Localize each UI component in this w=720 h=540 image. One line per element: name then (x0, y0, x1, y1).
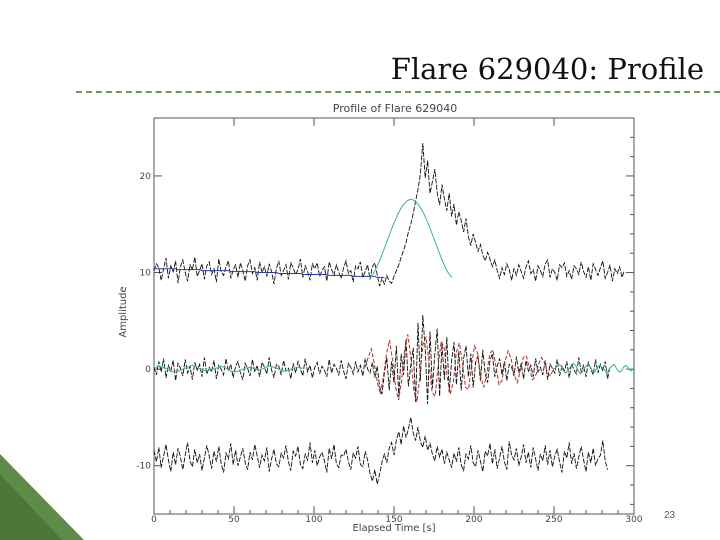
y-axis-ticks: -10 0 10 20 (136, 117, 634, 505)
x-tick-label: 100 (305, 515, 322, 525)
x-tick-label: 50 (228, 515, 240, 525)
series-line-2 (369, 198, 453, 278)
y-tick-label: 10 (140, 269, 152, 279)
series-line-7 (153, 417, 609, 485)
y-axis-label: Amplitude (118, 286, 129, 337)
y-tick-label: 20 (140, 172, 152, 182)
x-tick-label: 200 (465, 515, 482, 525)
page-number: 23 (664, 510, 676, 521)
series-line-6 (364, 334, 555, 403)
x-tick-label: 0 (151, 515, 157, 525)
y-tick-label: 0 (145, 365, 151, 375)
profile-chart: Profile of Flare 629040 0 50 100 150 200 250 3… (118, 102, 643, 534)
x-tick-label: 150 (385, 515, 402, 525)
series-line-0 (153, 143, 625, 287)
slide-title: Flare 629040: Profile (390, 52, 704, 86)
chart-title: Profile of Flare 629040 (333, 102, 457, 115)
series-line-5 (553, 362, 634, 375)
series-line-4 (153, 364, 303, 373)
series-line-1 (154, 268, 385, 278)
y-tick-label: -10 (136, 462, 151, 472)
title-divider (76, 91, 720, 93)
x-axis-label: Elapsed Time [s] (352, 523, 435, 534)
corner-decoration (0, 454, 84, 540)
series-layer (153, 143, 634, 485)
x-tick-label: 300 (625, 515, 642, 525)
series-line-3 (153, 314, 611, 404)
x-tick-label: 250 (545, 515, 562, 525)
x-axis-ticks: 0 50 100 150 200 250 300 (151, 118, 643, 525)
